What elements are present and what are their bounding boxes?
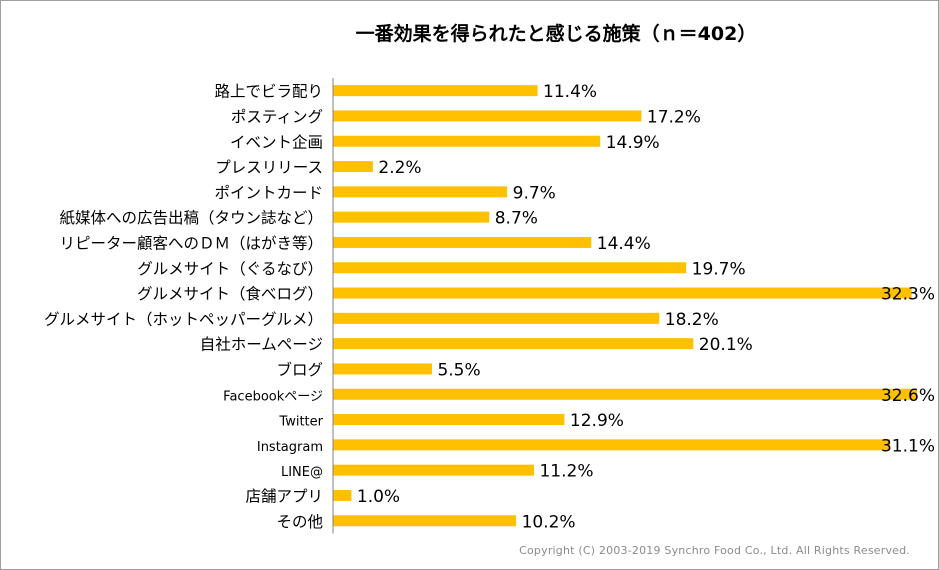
bar bbox=[333, 287, 912, 299]
data-label: 17.2% bbox=[647, 107, 701, 127]
bar bbox=[333, 439, 891, 451]
data-label: 32.3% bbox=[881, 285, 935, 305]
category-label: その他 bbox=[276, 513, 323, 531]
bar bbox=[333, 363, 432, 375]
category-label: LINE@ bbox=[281, 465, 323, 480]
bar bbox=[333, 85, 538, 97]
bar bbox=[333, 338, 694, 350]
data-label: 14.4% bbox=[597, 234, 651, 254]
category-label: リピーター顧客へのＤＭ（はがき等） bbox=[59, 234, 323, 252]
category-label: イベント企画 bbox=[230, 133, 323, 151]
data-label: 8.7% bbox=[495, 209, 538, 229]
bar bbox=[333, 135, 601, 147]
bar bbox=[333, 489, 352, 501]
bar bbox=[333, 388, 918, 400]
data-label: 11.2% bbox=[539, 462, 593, 482]
bar bbox=[333, 110, 642, 122]
category-label: プレスリリース bbox=[215, 159, 323, 177]
data-label: 31.1% bbox=[881, 436, 935, 456]
category-label: グルメサイト（ぐるなび） bbox=[137, 260, 323, 278]
category-label: Instagram bbox=[257, 440, 323, 455]
bar bbox=[333, 236, 592, 248]
bar bbox=[333, 161, 373, 173]
category-label: Twitter bbox=[278, 415, 323, 430]
data-label: 18.2% bbox=[665, 310, 719, 330]
copyright-notice: Copyright (C) 2003-2019 Synchro Food Co.… bbox=[519, 544, 910, 557]
data-label: 5.5% bbox=[437, 360, 480, 380]
data-label: 12.9% bbox=[570, 411, 624, 431]
category-label: Facebookページ bbox=[223, 389, 323, 404]
bar bbox=[333, 515, 517, 527]
data-label: 20.1% bbox=[699, 335, 753, 355]
data-label: 2.2% bbox=[378, 158, 421, 178]
bar bbox=[333, 262, 687, 274]
category-label: グルメサイト（ホットペッパーグルメ） bbox=[44, 310, 323, 328]
data-label: 1.0% bbox=[357, 487, 400, 507]
category-label: ポスティング bbox=[231, 108, 323, 126]
bar bbox=[333, 414, 565, 426]
chart-title: 一番効果を得られたと感じる施策（ｎ＝402） bbox=[355, 23, 757, 45]
category-label: 路上でビラ配り bbox=[214, 83, 323, 101]
data-label: 9.7% bbox=[513, 183, 556, 203]
data-label: 32.6% bbox=[881, 386, 935, 406]
category-label: グルメサイト（食べログ） bbox=[137, 285, 323, 303]
bar bbox=[333, 186, 508, 198]
category-label: ポイントカード bbox=[214, 184, 323, 202]
category-label: 店舗アプリ bbox=[245, 487, 323, 505]
data-label: 14.9% bbox=[606, 133, 660, 153]
data-label: 10.2% bbox=[522, 512, 576, 532]
category-label: 自社ホームページ bbox=[200, 336, 323, 354]
category-label: 紙媒体への広告出稿（タウン誌など） bbox=[59, 209, 323, 227]
category-label: ブログ bbox=[276, 360, 323, 379]
data-label: 19.7% bbox=[692, 259, 746, 279]
bar bbox=[333, 211, 490, 223]
bar bbox=[333, 312, 660, 324]
bar bbox=[333, 464, 534, 476]
data-label: 11.4% bbox=[543, 82, 597, 102]
